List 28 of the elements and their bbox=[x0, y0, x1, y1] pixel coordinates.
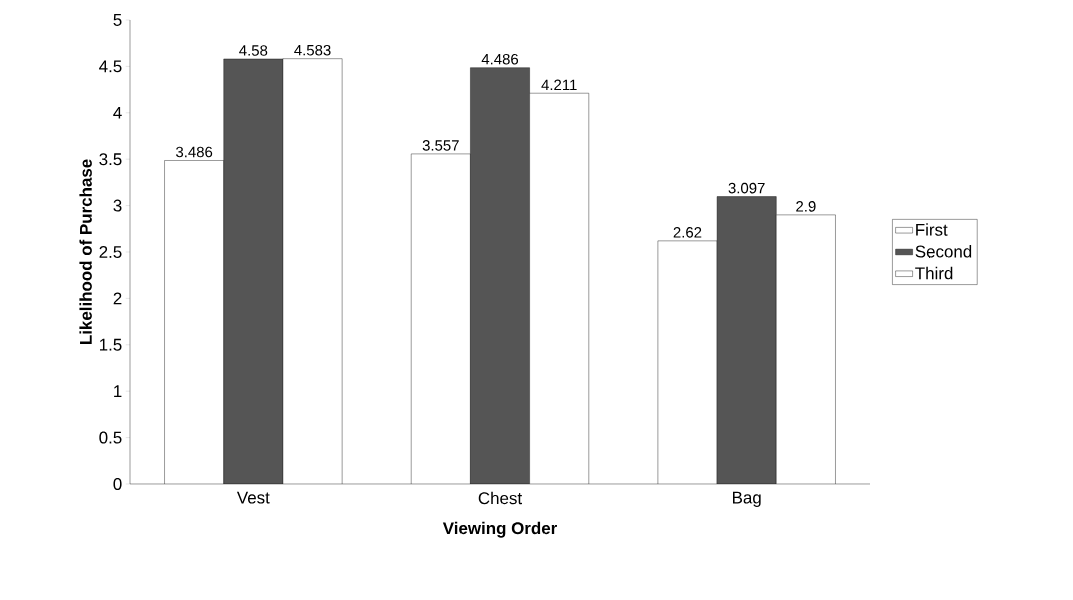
y-tick-label: 4 bbox=[113, 106, 122, 119]
data-label: 3.486 bbox=[176, 146, 213, 158]
y-tick-label: 5 bbox=[113, 14, 122, 26]
x-tick-label: Bag bbox=[733, 491, 761, 507]
y-tick-label: 1 bbox=[114, 385, 122, 398]
x-axis-title: Viewing Order bbox=[442, 521, 557, 538]
data-label: 4.211 bbox=[541, 79, 577, 91]
data-label: 3.557 bbox=[422, 140, 459, 151]
data-label: 4.58 bbox=[239, 45, 268, 56]
data-label: 4.583 bbox=[294, 44, 331, 56]
y-tick-label: 3 bbox=[113, 199, 122, 212]
y-tick-label: 2.5 bbox=[99, 245, 122, 258]
y-tick-label: 0.5 bbox=[99, 431, 122, 444]
x-tick-label: Vest bbox=[236, 491, 270, 504]
data-label: 2.62 bbox=[673, 227, 702, 238]
x-tick-label: Chest bbox=[478, 491, 522, 505]
y-tick-label: 3.5 bbox=[99, 153, 122, 166]
y-tick-label: 4.5 bbox=[99, 60, 122, 73]
y-axis-title: Likelihood of Purchase bbox=[79, 159, 92, 345]
legend-label: Second bbox=[915, 245, 972, 258]
y-tick-label: 1.5 bbox=[99, 338, 122, 351]
y-tick-label: 0 bbox=[113, 477, 122, 490]
data-label: 3.097 bbox=[728, 182, 765, 194]
data-label: 2.9 bbox=[796, 201, 816, 212]
legend-label: Third bbox=[915, 266, 953, 280]
data-label: 4.486 bbox=[481, 53, 519, 65]
y-tick-label: 2 bbox=[113, 292, 122, 305]
legend-label: First bbox=[916, 223, 948, 236]
